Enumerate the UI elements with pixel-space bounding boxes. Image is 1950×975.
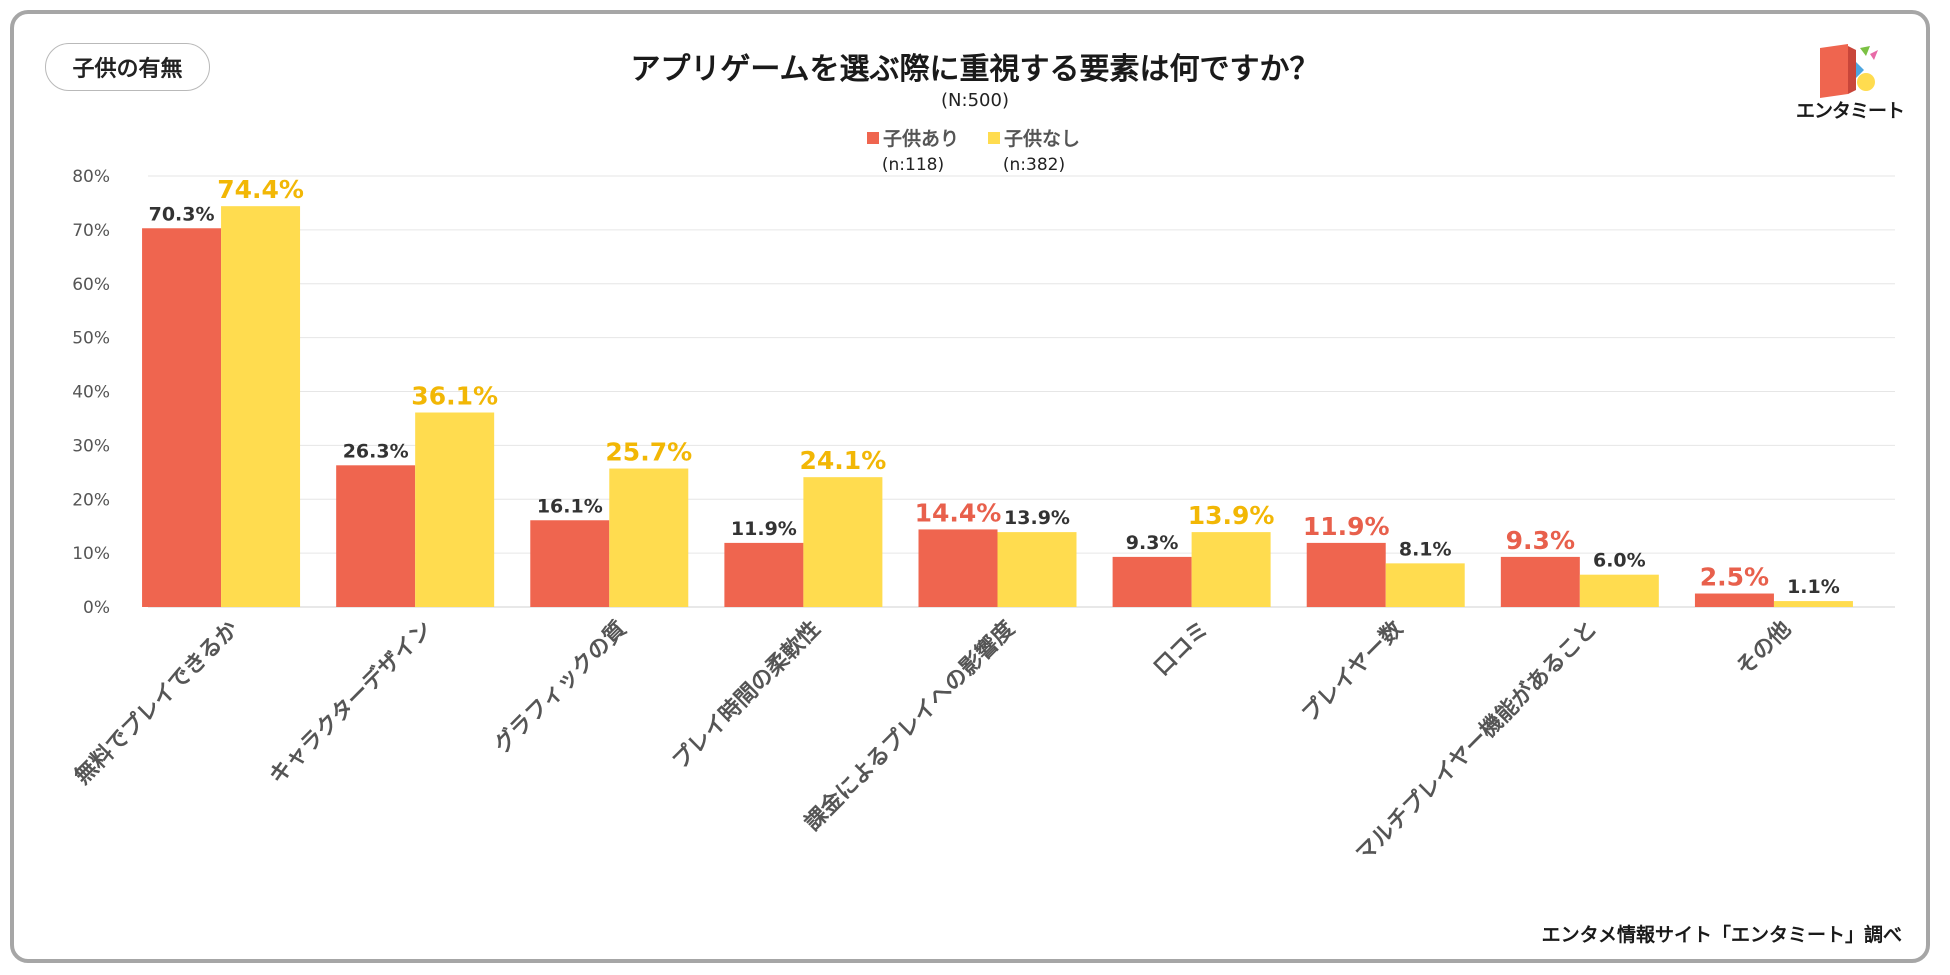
- bar-with-children: [918, 529, 998, 607]
- bar-without-children: [1773, 601, 1853, 607]
- y-tick-label: 0%: [83, 598, 110, 618]
- bar-without-children: [1385, 563, 1465, 607]
- data-label: 11.9%: [731, 518, 797, 540]
- x-category-label: 無料でプレイできるか: [70, 616, 244, 790]
- y-tick-label: 30%: [72, 436, 110, 456]
- bar-with-children: [724, 542, 804, 607]
- x-category-label: 口コミ: [1149, 617, 1213, 681]
- x-category-label: キャラクターデザイン: [264, 616, 437, 789]
- bar-with-children: [1306, 542, 1386, 607]
- group-badge: 子供の有無: [45, 43, 210, 91]
- data-label: 24.1%: [800, 446, 887, 475]
- data-label: 74.4%: [217, 175, 304, 204]
- legend-n-without-children: (n:382): [1002, 155, 1066, 175]
- legend-item-with-children: 子供あり (n:118): [867, 124, 959, 175]
- x-category-label: プレイ時間の柔軟性: [667, 616, 825, 774]
- x-category-label: グラフィックの質: [489, 616, 632, 759]
- bar-without-children: [1579, 574, 1659, 607]
- entameet-logo-icon: [1820, 44, 1878, 98]
- bar-with-children: [336, 465, 416, 607]
- data-label: 9.3%: [1126, 532, 1179, 554]
- bar-without-children: [221, 206, 301, 608]
- legend-n-with-children: (n:118): [881, 155, 945, 175]
- source-note: エンタメ情報サイト「エンタミート」調べ: [1541, 924, 1902, 946]
- legend-label-with-children: 子供あり: [883, 128, 960, 150]
- bar-without-children: [415, 412, 495, 607]
- x-category-label: プレイヤー数: [1297, 615, 1409, 727]
- data-label: 2.5%: [1700, 563, 1769, 592]
- bar-with-children: [1500, 556, 1580, 607]
- data-label: 6.0%: [1593, 550, 1646, 572]
- y-tick-label: 40%: [72, 383, 110, 403]
- x-category-label: 課金によるプレイへの影響度: [800, 615, 1021, 836]
- data-label: 70.3%: [149, 203, 215, 225]
- y-tick-label: 80%: [72, 167, 110, 187]
- data-label: 1.1%: [1787, 576, 1840, 598]
- logo-text: エンタミート: [1795, 100, 1905, 122]
- y-tick-label: 70%: [72, 221, 110, 241]
- legend-label-without-children: 子供なし: [1004, 128, 1081, 150]
- chart-frame: [10, 10, 1930, 963]
- data-label: 16.1%: [537, 495, 603, 517]
- bar-without-children: [1191, 532, 1271, 607]
- y-tick-label: 10%: [72, 544, 110, 564]
- legend-item-without-children: 子供なし (n:382): [988, 124, 1080, 175]
- y-tick-label: 20%: [72, 490, 110, 510]
- bar-with-children: [142, 228, 222, 608]
- chart-title: アプリゲームを選ぶ際に重視する要素は何ですか？: [630, 52, 1320, 87]
- y-tick-label: 60%: [72, 275, 110, 295]
- bar-without-children: [609, 468, 689, 607]
- data-label: 13.9%: [1004, 507, 1070, 529]
- data-label: 26.3%: [343, 440, 409, 462]
- data-label: 8.1%: [1399, 538, 1452, 560]
- legend-swatch-without-children: [988, 132, 1000, 144]
- bar-with-children: [1694, 593, 1774, 607]
- bar-with-children: [530, 520, 610, 607]
- data-label: 14.4%: [915, 498, 1002, 527]
- y-tick-label: 50%: [72, 329, 110, 349]
- x-category-label: その他: [1732, 617, 1796, 681]
- bar-without-children: [803, 477, 883, 607]
- data-label: 9.3%: [1506, 526, 1575, 555]
- data-label: 25.7%: [605, 438, 692, 467]
- chart-subtitle: (N:500): [941, 90, 1009, 111]
- bar-without-children: [997, 532, 1077, 607]
- legend-swatch-with-children: [867, 132, 879, 144]
- data-label: 36.1%: [411, 382, 498, 411]
- data-label: 13.9%: [1188, 501, 1275, 530]
- bar-with-children: [1112, 556, 1192, 607]
- data-label: 11.9%: [1303, 512, 1390, 541]
